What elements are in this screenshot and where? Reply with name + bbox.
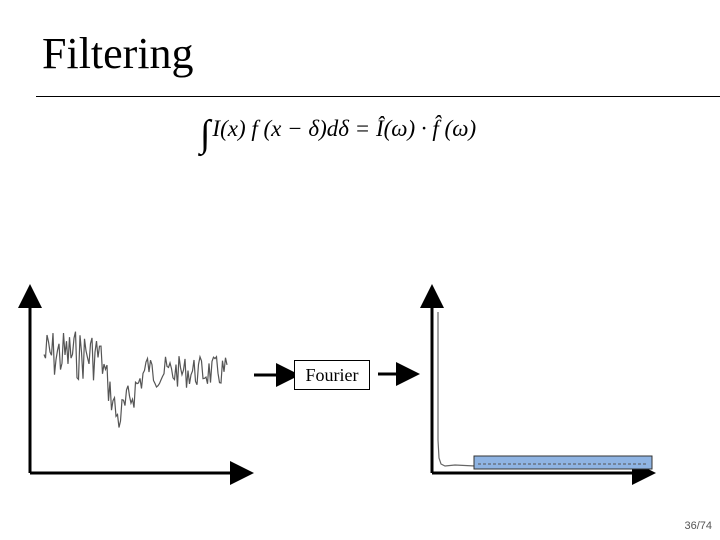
high-frequency-band <box>473 455 653 470</box>
title-divider <box>36 96 720 97</box>
slide-title: Filtering <box>42 29 194 78</box>
time-domain-signal <box>43 331 228 428</box>
fourier-transform-box: Fourier <box>294 360 370 390</box>
integral-sign: ∫ <box>200 113 211 155</box>
page-number: 36/74 <box>684 520 712 532</box>
frequency-spectrum <box>437 312 640 467</box>
equation: ∫I(x) f (x − δ)dδ = Î(ω) · f̂ (ω) <box>200 112 476 156</box>
equation-text: I(x) f (x − δ)dδ = Î(ω) · f̂ (ω) <box>212 116 477 141</box>
